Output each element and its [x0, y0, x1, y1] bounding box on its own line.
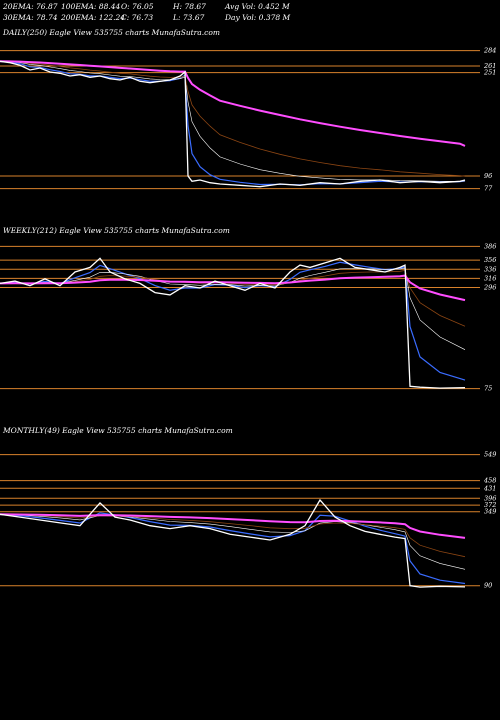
weekly-level-label: 356: [484, 256, 496, 264]
weekly-ema-long-line: [0, 274, 466, 302]
weekly-chart-title: WEEKLY(212) Eagle View 535755 charts Mun…: [3, 226, 230, 235]
weekly-level-label: 75: [484, 385, 492, 393]
daily-price-line: [0, 60, 466, 188]
monthly-level-label: 549: [484, 451, 496, 459]
daily-ema-long-line: [0, 60, 466, 147]
monthly-level-label: 372: [484, 501, 496, 509]
monthly-level-label: 458: [483, 477, 496, 485]
ema200-stat: 200EMA: 122.24: [61, 13, 126, 22]
ema30-stat: 30EMA: 78.74: [3, 13, 58, 22]
monthly-level-label: 431: [483, 484, 496, 492]
daily-level-label: 251: [483, 69, 496, 77]
weekly-ema-short-line: [0, 261, 466, 381]
close-stat: C: 76.73: [121, 13, 154, 22]
monthly-ema-long-line: [0, 513, 466, 539]
daily-ema-slow-line: [0, 60, 466, 177]
monthly-ema-mid-line: [0, 514, 466, 570]
weekly-ema-slow-line: [0, 269, 466, 327]
daily-ema-mid-line: [0, 61, 466, 182]
ema100-stat: 100EMA: 88.44: [61, 2, 121, 11]
monthly-level-label: 349: [484, 508, 496, 516]
dayvol-stat: Day Vol: 0.378 M: [225, 13, 291, 22]
weekly-price-line: [0, 257, 466, 389]
weekly-level-label: 336: [484, 265, 496, 273]
ema20-stat: 20EMA: 76.87: [3, 2, 58, 11]
daily-level-label: 77: [484, 185, 493, 193]
monthly-level-label: 90: [484, 582, 492, 590]
weekly-level-label: 316: [484, 274, 496, 282]
daily-chart-title: DAILY(250) Eagle View 535755 charts Muna…: [3, 28, 220, 37]
avgvol-stat: Avg Vol: 0.452 M: [225, 2, 290, 11]
daily-ema-short-line: [0, 60, 466, 186]
open-stat: O: 76.05: [121, 2, 154, 11]
monthly-chart-title: MONTHLY(49) Eagle View 535755 charts Mun…: [3, 426, 233, 435]
daily-level-label: 284: [483, 47, 496, 55]
low-stat: L: 73.67: [173, 13, 205, 22]
monthly-ema-slow-line: [0, 513, 466, 558]
weekly-level-label: 386: [484, 242, 496, 250]
monthly-level-label: 396: [484, 494, 496, 502]
daily-level-label: 261: [483, 62, 496, 70]
weekly-level-label: 296: [483, 284, 496, 292]
monthly-price-line: [0, 498, 466, 588]
daily-level-label: 96: [484, 172, 492, 180]
high-stat: H: 78.67: [173, 2, 206, 11]
